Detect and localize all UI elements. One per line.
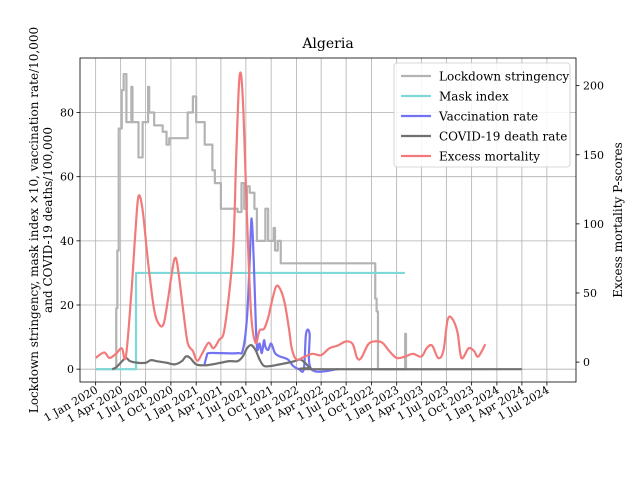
legend-label-mask-index: Mask index (439, 90, 509, 104)
chart-title: Algeria (301, 36, 353, 52)
right-y-axis: 0 50 100 150 200 (576, 80, 604, 369)
legend-box (393, 62, 571, 168)
series-lines (95, 71, 522, 373)
legend: Lockdown stringency Mask index Vaccination… (393, 62, 571, 168)
right-tick-label: 0 (583, 356, 590, 369)
plot-frame (79, 57, 577, 383)
series-line-mask-index (95, 271, 405, 371)
series-line-vaccination-rate (203, 217, 338, 373)
left-y-axis: 0 20 40 60 80 (60, 107, 80, 376)
series-line-excess-mortality (95, 71, 487, 362)
left-tick-label: 20 (60, 299, 74, 312)
right-tick-label: 200 (583, 80, 604, 93)
left-tick-label: 60 (60, 171, 74, 184)
left-tick-label: 80 (60, 107, 74, 120)
left-tick-label: 40 (60, 235, 74, 248)
grid (80, 58, 576, 382)
series-line-lockdown-stringency (95, 72, 408, 371)
legend-label-vaccination-rate: Vaccination rate (438, 110, 538, 124)
left-axis-label-line1: Lockdown stringency, mask index ×10, vac… (27, 27, 41, 413)
left-tick-label: 0 (67, 363, 74, 376)
series-line-covid-19-death-rate (111, 343, 522, 371)
right-tick-label: 50 (583, 287, 597, 300)
right-tick-label: 150 (583, 149, 604, 162)
left-axis-label-line2: and COVID-19 deaths/100,000 (41, 127, 55, 313)
right-axis-label: Excess mortality P-scores (611, 142, 625, 297)
legend-label-excess-mortality: Excess mortality (439, 150, 540, 164)
legend-label-lockdown-stringency: Lockdown stringency (439, 70, 569, 84)
right-tick-label: 100 (583, 218, 604, 231)
legend-label-covid-19-death-rate: COVID-19 death rate (439, 130, 567, 144)
